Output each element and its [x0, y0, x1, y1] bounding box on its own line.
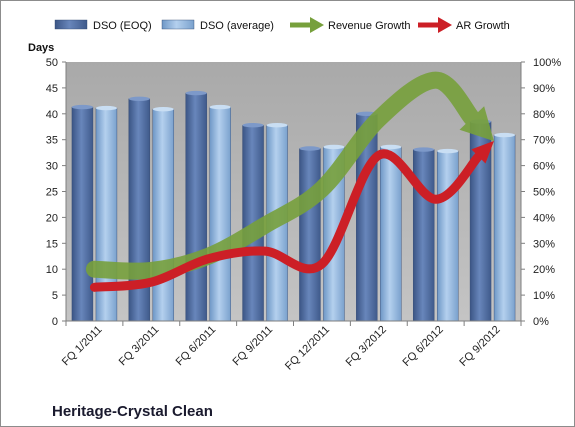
- y-tick-label: 20: [46, 212, 58, 224]
- bar-dso-average: [209, 104, 231, 322]
- legend-label: Revenue Growth: [328, 20, 411, 32]
- bar-dso-eoq: [299, 146, 321, 322]
- y-tick-label: 25: [46, 187, 58, 199]
- bar-dso-average: [152, 106, 175, 322]
- bar-dso-eoq: [71, 104, 94, 322]
- y-tick-label: 30: [46, 161, 58, 173]
- legend-label: DSO (EOQ): [93, 20, 152, 32]
- legend-item-ar-growth: AR Growth: [418, 17, 510, 33]
- bar-dso-average: [380, 144, 402, 322]
- y2-tick-label: 40%: [533, 212, 555, 224]
- arrow-revenue-growth: [85, 71, 494, 280]
- bar-dso-eoq: [185, 90, 207, 322]
- legend-label: DSO (average): [200, 20, 274, 32]
- y2-tick-label: 50%: [533, 187, 555, 199]
- y2-tick-label: 30%: [533, 238, 555, 250]
- y-tick-label: 0: [52, 316, 58, 328]
- y-tick-label: 40: [46, 109, 58, 121]
- y2-tick-label: 70%: [533, 135, 555, 147]
- y-tick-label: 35: [46, 135, 58, 147]
- y-axis-title: Days: [28, 42, 54, 54]
- legend: DSO (EOQ) DSO (average) Revenue Growth AR G…: [54, 17, 510, 33]
- y-tick-label: 5: [52, 290, 58, 302]
- bar-dso-eoq: [412, 147, 435, 322]
- y-tick-label: 50: [46, 57, 58, 69]
- legend-item-revenue-growth: Revenue Growth: [290, 17, 411, 33]
- y2-tick-label: 60%: [533, 161, 555, 173]
- y-tick-label: 10: [46, 264, 58, 276]
- legend-item-dso-eoq: DSO (EOQ): [54, 19, 152, 32]
- y2-tick-label: 80%: [533, 109, 555, 121]
- y2-tick-label: 90%: [533, 83, 555, 95]
- y2-tick-label: 10%: [533, 290, 555, 302]
- chart-title: Heritage-Crystal Clean: [52, 403, 213, 420]
- y2-tick-label: 0%: [533, 316, 549, 328]
- y2-tick-label: 100%: [533, 57, 561, 69]
- bar-dso-average: [493, 132, 516, 322]
- legend-label: AR Growth: [456, 20, 510, 32]
- growth-arrows: [85, 71, 494, 292]
- arrow-ar-growth: [89, 140, 494, 292]
- bar-dso-average: [436, 148, 459, 322]
- y2-tick-label: 20%: [533, 264, 555, 276]
- legend-item-dso-average: DSO (average): [161, 19, 274, 32]
- y-tick-label: 15: [46, 238, 58, 250]
- y-tick-label: 45: [46, 83, 58, 95]
